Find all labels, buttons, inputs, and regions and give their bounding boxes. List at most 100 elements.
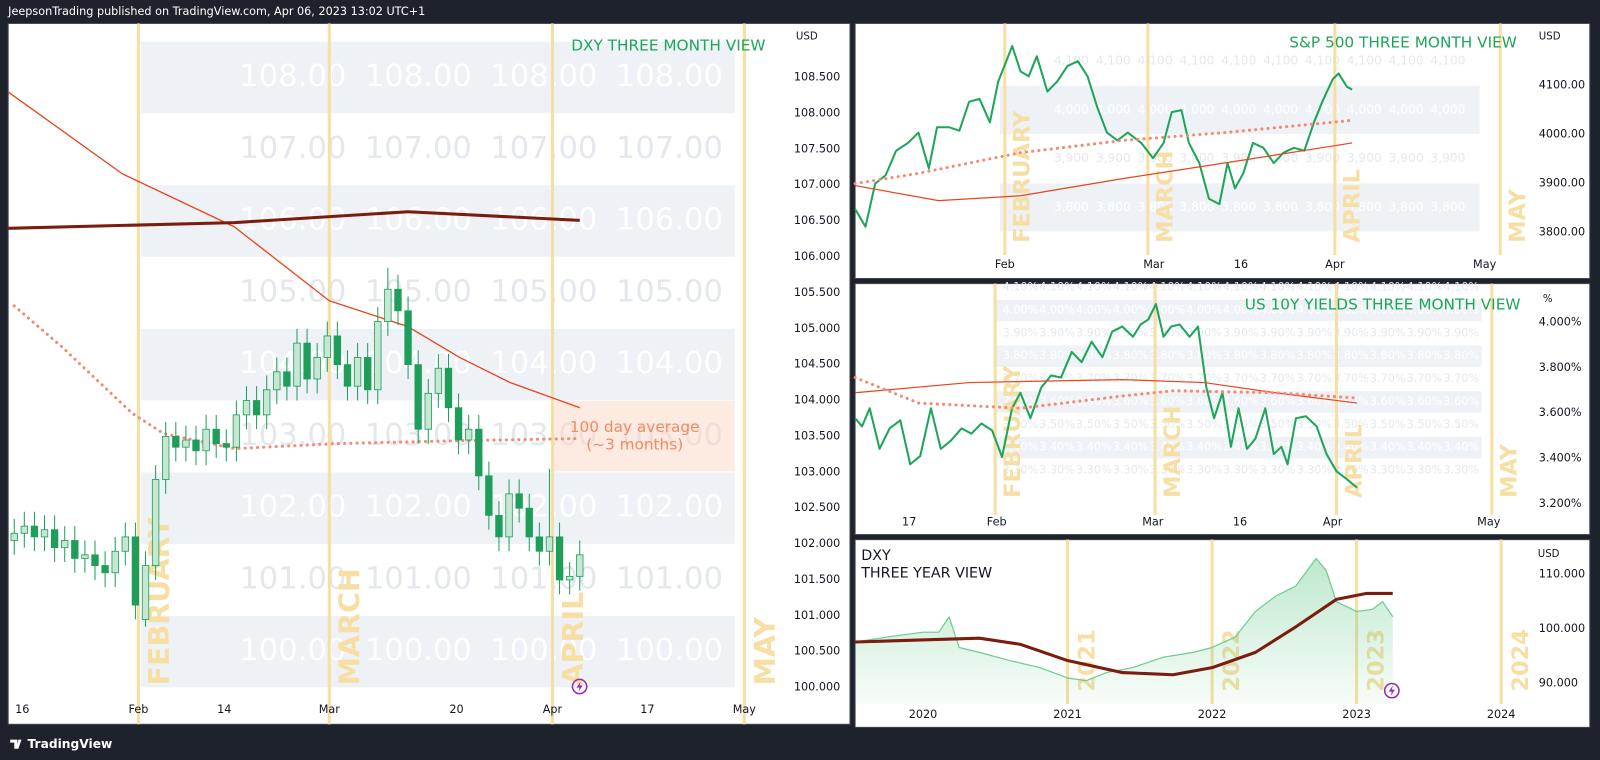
line	[854, 142, 1353, 202]
level-label: 3.90%	[1113, 326, 1149, 339]
level-label: 3.80%	[1443, 349, 1479, 362]
y-tick-label: 102.000	[794, 537, 840, 550]
candle-body	[343, 364, 352, 387]
level-label: 4,000	[1347, 102, 1382, 116]
x-tick-label: Apr	[543, 703, 563, 716]
candle-body	[374, 321, 382, 391]
level-label: 4.00%	[1076, 304, 1112, 317]
level-label: 4,000	[1263, 102, 1298, 116]
level-label: 3.40%	[1150, 441, 1186, 454]
level-label: 3.80%	[1333, 349, 1369, 362]
level-label: 3.30%	[1150, 463, 1186, 476]
candle-body	[30, 525, 39, 538]
level-label: 3.60%	[1370, 395, 1406, 408]
level-label: 3.70%	[1039, 372, 1075, 385]
level-label: 3.80%	[1076, 349, 1112, 362]
x-tick-label: 17	[902, 515, 916, 528]
candle-body	[444, 367, 453, 409]
level-label: 3.30%	[1296, 463, 1332, 476]
level-label: 3.80%	[1260, 349, 1296, 362]
y-tick-label: 100.500	[794, 645, 840, 658]
candle-body	[394, 288, 402, 312]
chart-subtitle: THREE YEAR VIEW	[860, 565, 992, 581]
x-tick-label: 2024	[1487, 708, 1516, 721]
candle-body	[303, 342, 311, 380]
x-tick-label: Apr	[1323, 515, 1343, 528]
level-label: 3.70%	[1333, 372, 1369, 385]
y-tick-label: 3900.00	[1539, 177, 1585, 190]
level-label: 3.90%	[1003, 326, 1039, 339]
level-label: 104.00	[616, 346, 723, 381]
level-label: 4.10%	[1076, 281, 1112, 294]
chart-title: DXY	[861, 548, 891, 564]
level-label: 4.10%	[1003, 281, 1039, 294]
area-line	[855, 557, 1394, 682]
level-band	[1000, 85, 1480, 134]
level-label: 3.90%	[1296, 326, 1332, 339]
candle-body	[404, 310, 412, 366]
level-label: 3.30%	[1113, 463, 1149, 476]
level-label: 3.60%	[1186, 395, 1222, 408]
level-label: 3.80%	[1223, 349, 1259, 362]
line	[8, 210, 580, 230]
level-label: 4,100	[1054, 54, 1089, 68]
y-tick-label: 4100.00	[1539, 79, 1585, 92]
marker-label: APRIL	[1340, 169, 1366, 243]
y-tick-label: 105.500	[794, 286, 840, 299]
level-label: 3.80%	[1039, 349, 1075, 362]
candle-body	[121, 536, 129, 552]
candle-body	[10, 532, 18, 541]
level-label: 3.50%	[1407, 418, 1443, 431]
marker-label: FEBRUARY	[1000, 365, 1026, 498]
candle-body	[40, 529, 49, 538]
level-label: 3.60%	[1113, 395, 1149, 408]
x-tick-label: Feb	[995, 258, 1015, 271]
marker-label: MARCH	[1160, 406, 1186, 498]
candle-body	[535, 536, 544, 552]
y-tick-label: 107.500	[794, 142, 840, 155]
candle-body	[333, 335, 342, 366]
level-label: 4.10%	[1407, 281, 1443, 294]
y-tick-label: 101.500	[794, 573, 840, 586]
level-label: 3,900	[1305, 151, 1340, 165]
y-tick-label: 105.000	[794, 322, 840, 335]
y-tick-label: 100.000	[794, 681, 840, 694]
level-label: 4.10%	[1113, 281, 1149, 294]
y-tick-label: 3800.00	[1539, 226, 1585, 239]
level-label: 4,100	[1096, 54, 1131, 68]
level-label: 108.00	[616, 59, 723, 94]
level-label: 4.00%	[1113, 304, 1149, 317]
level-label: 3.50%	[1113, 418, 1149, 431]
level-label: 4.10%	[1333, 281, 1369, 294]
level-label: 3.40%	[1296, 441, 1332, 454]
level-label: 4,100	[1389, 54, 1424, 68]
candle-body	[91, 554, 99, 566]
level-label: 3,900	[1347, 151, 1382, 165]
level-label: 3.40%	[1443, 441, 1479, 454]
level-label: 3.90%	[1407, 326, 1443, 339]
level-label: 4.10%	[1370, 281, 1406, 294]
x-tick-label: 2023	[1342, 708, 1371, 721]
candle-body	[515, 493, 523, 509]
candle-body	[141, 565, 150, 620]
level-label: 3,800	[1221, 200, 1256, 214]
y-tick-label: 106.500	[794, 214, 840, 227]
level-label: 3.60%	[1333, 395, 1369, 408]
level-label: 3.70%	[1296, 372, 1332, 385]
x-tick-label: 2022	[1198, 708, 1227, 721]
level-label: 4,100	[1263, 54, 1298, 68]
y-tick-label: 100.000	[1539, 622, 1585, 635]
line	[854, 44, 1353, 228]
level-label: 105.00	[490, 274, 597, 309]
level-label: 3,800	[1305, 200, 1340, 214]
level-label: 3.30%	[1370, 463, 1406, 476]
level-label: 3.60%	[1223, 395, 1259, 408]
level-label: 3.30%	[1186, 463, 1222, 476]
y-tick-label: 3.200%	[1539, 497, 1582, 510]
candle-body	[424, 392, 432, 430]
level-label: 3.70%	[1407, 372, 1443, 385]
level-label: 3.30%	[1039, 463, 1075, 476]
